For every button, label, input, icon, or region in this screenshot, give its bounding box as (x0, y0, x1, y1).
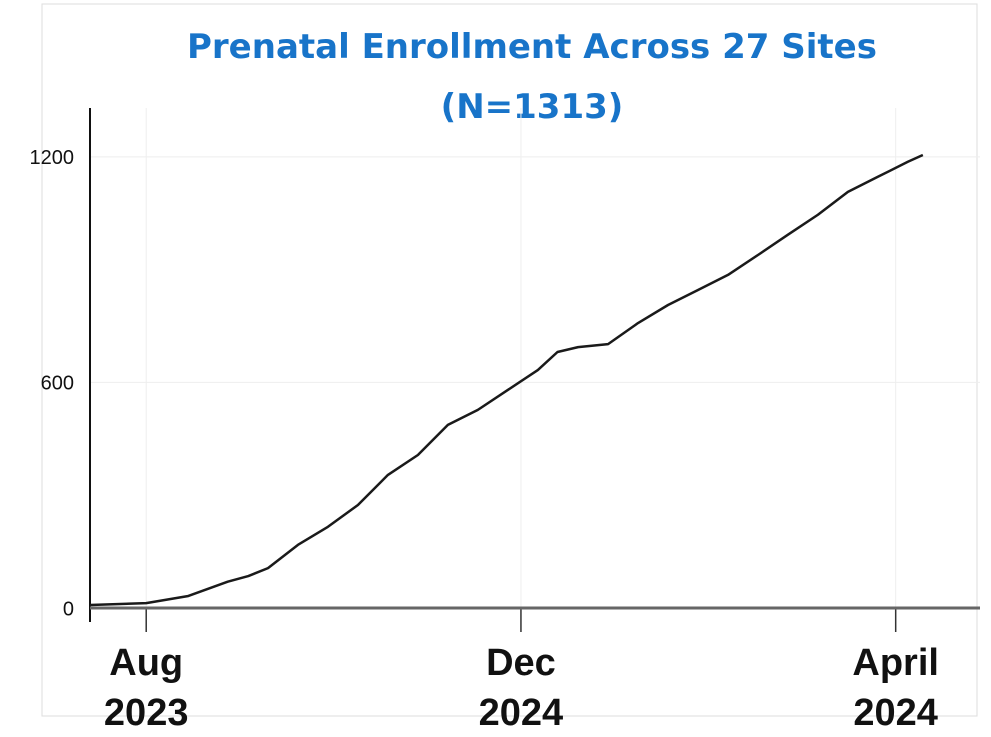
frame (41, 3, 978, 717)
chart-subtitle: (N=1313) (441, 87, 624, 127)
y-tick-label: 1200 (30, 147, 75, 169)
y-tick-label: 600 (41, 373, 74, 395)
x-tick-label: April 2024 (852, 642, 939, 734)
chart-title: Prenatal Enrollment Across 27 Sites (187, 27, 877, 67)
y-tick-label: 0 (63, 598, 74, 620)
data-line (89, 153, 924, 607)
x-tick-label: Aug 2023 (103, 642, 189, 734)
x-tick-label: Dec 2024 (478, 642, 564, 734)
